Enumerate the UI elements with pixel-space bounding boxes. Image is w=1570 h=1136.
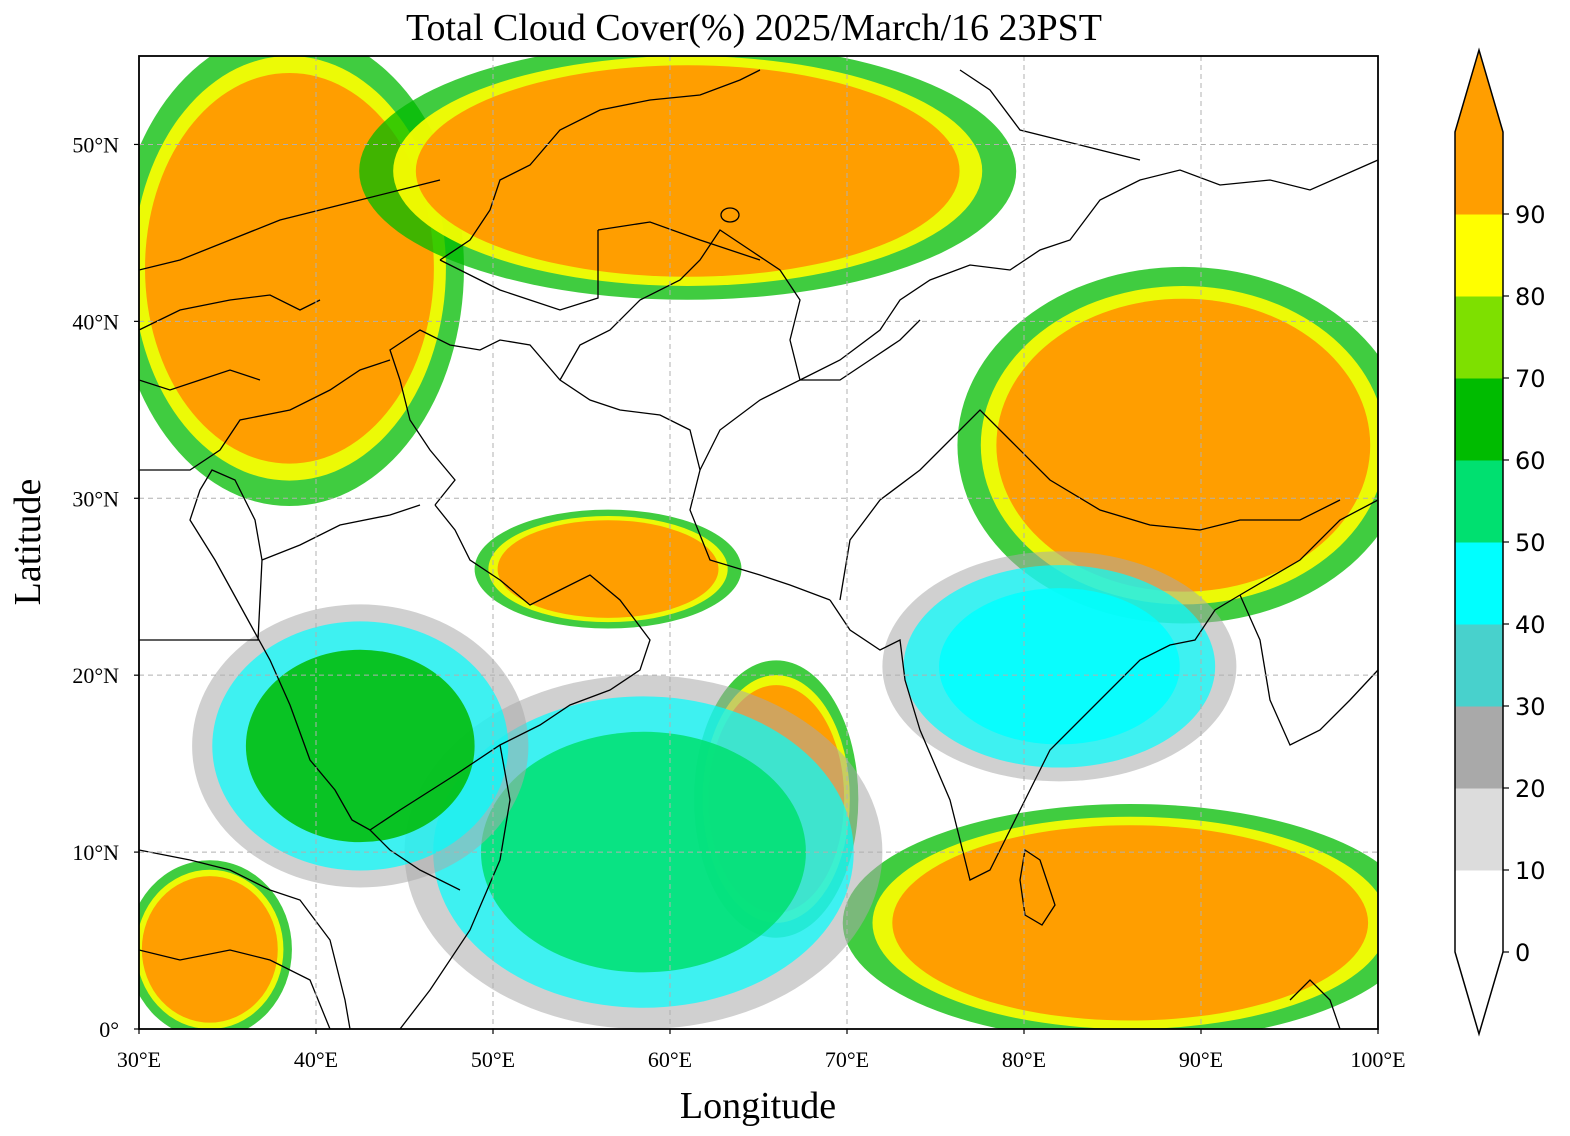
map-area [139,56,1378,1029]
x-axis-ticks: 30°E 40°E 50°E 60°E 70°E 80°E 90°E 100°E [117,1029,1406,1072]
country-borders [139,69,1378,1029]
colorbar-tick-label: 30 [1515,693,1546,721]
y-axis-label: Latitude [7,479,49,606]
x-tick-label: 40°E [294,1047,338,1072]
colorbar-extend-max [1455,50,1503,132]
cloud-region [842,804,1378,1029]
y-tick-label: 10°N [72,840,119,865]
colorbar-segment [1455,378,1503,461]
cloud-region [882,551,1237,782]
y-tick-label: 50°N [72,132,119,157]
cloud-cover-field [139,56,1378,1029]
x-tick-label: 30°E [117,1047,161,1072]
cloud-core [892,825,1369,1021]
cloud-region [957,266,1378,624]
colorbar-tick-label: 40 [1515,611,1546,639]
y-tick-label: 30°N [72,486,119,511]
colorbar-segment [1455,132,1503,215]
cloud-region [474,509,742,629]
x-tick-label: 100°E [1350,1047,1405,1072]
x-tick-label: 60°E [648,1047,692,1072]
colorbar: 0 10 20 30 40 50 60 70 80 90 [1454,47,1546,1037]
gridlines [139,56,1378,1029]
x-tick-label: 70°E [825,1047,869,1072]
colorbar-tick-label: 50 [1515,529,1546,557]
y-tick-label: 20°N [72,663,119,688]
cloud-core [245,649,475,843]
colorbar-segment [1455,296,1503,379]
colorbar-segment [1455,870,1503,953]
y-tick-label: 0° [99,1017,119,1042]
y-tick-label: 40°N [72,309,119,334]
cloud-region [359,56,1017,300]
colorbar-segment [1455,624,1503,707]
x-axis-label: Longitude [680,1085,836,1127]
colorbar-extend-min [1455,952,1503,1034]
map-frame [138,55,1379,1030]
colorbar-segment [1455,788,1503,871]
cloud-core [415,65,960,277]
x-tick-label: 90°E [1179,1047,1223,1072]
cloud-core [939,588,1180,745]
colorbar-tick-label: 60 [1515,447,1546,475]
cloud-core [996,298,1371,592]
chart-title: Total Cloud Cover(%) 2025/March/16 23PST [406,7,1102,49]
x-tick-label: 80°E [1002,1047,1046,1072]
cloud-region [139,860,292,1029]
colorbar-tick-label: 20 [1515,775,1546,803]
y-axis-ticks: 0° 10°N 20°N 30°N 40°N 50°N [72,132,139,1042]
x-tick-label: 50°E [471,1047,515,1072]
colorbar-segment [1455,460,1503,543]
colorbar-tick-label: 80 [1515,283,1546,311]
cloud-core [141,876,278,1023]
colorbar-segment [1455,706,1503,789]
colorbar-segment [1455,214,1503,297]
colorbar-tick-label: 0 [1515,939,1530,967]
cloud-core [497,520,719,618]
cloud-region [192,604,529,888]
colorbar-tick-label: 90 [1515,201,1546,229]
colorbar-segment [1455,542,1503,625]
colorbar-tick-label: 70 [1515,365,1546,393]
colorbar-tick-label: 10 [1515,857,1546,885]
